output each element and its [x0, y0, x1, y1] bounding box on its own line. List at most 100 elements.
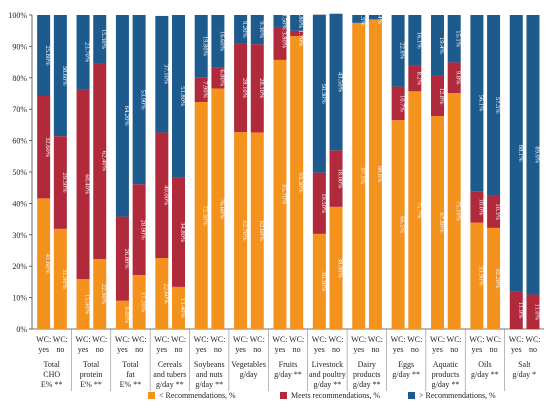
x-bar-label: yes: [511, 345, 522, 354]
bar-value-label: 28.10%: [258, 78, 265, 99]
x-bar-label: no: [332, 345, 340, 354]
bar-value-label: 75.7%: [415, 202, 422, 219]
group-label: g/day: [240, 370, 258, 379]
bar-value-label: 1.4%: [376, 10, 383, 24]
bar-segment: [155, 15, 169, 133]
bar-segment: [234, 132, 248, 329]
x-bar-label: yes: [117, 345, 128, 354]
bar-segment: [470, 15, 484, 192]
bar-value-label: 13.40%: [179, 298, 186, 319]
bar-segment: [37, 96, 51, 199]
bar-value-label: 89.0%: [533, 146, 540, 163]
bar-segment: [250, 15, 264, 45]
bar-value-label: 30.30%: [320, 271, 327, 292]
x-bar-label: WC:: [272, 335, 287, 344]
group-label: Oils: [478, 360, 491, 369]
bar-value-label: 93.30%: [297, 172, 304, 193]
x-bar-label: yes: [78, 345, 89, 354]
bar-value-label: 16.60%: [218, 31, 225, 52]
x-bar-label: WC:: [194, 335, 209, 344]
x-bar-label: WC:: [115, 335, 130, 344]
bar-value-label: 11.9%: [517, 302, 524, 319]
bar-value-label: 62.60%: [258, 221, 265, 242]
bar-segment: [76, 279, 90, 329]
bar-value-label: 26.80%: [123, 249, 130, 270]
bar-segment: [194, 101, 208, 329]
bar-value-label: 66.5%: [399, 216, 406, 233]
group-label: Fruits: [279, 360, 298, 369]
x-bar-label: WC:: [328, 335, 343, 344]
y-tick-label: 20%: [12, 262, 27, 271]
bar-segment: [115, 300, 129, 329]
group-label: Aquatic: [433, 360, 459, 369]
legend-entry: > Recommendations, %: [419, 391, 496, 400]
x-bar-label: no: [175, 345, 183, 354]
group-label: g/day **: [274, 370, 302, 379]
legend-entry: < Recommendations, %: [159, 391, 236, 400]
bar-segment: [155, 132, 169, 259]
bar-segment: [368, 15, 382, 20]
bar-segment: [509, 291, 523, 329]
bar-value-label: 64.20%: [123, 106, 130, 127]
bar-value-label: 33.90%: [477, 266, 484, 287]
group-label: and poultry: [309, 370, 346, 379]
bar-segment: [431, 75, 445, 117]
bar-segment: [211, 67, 225, 89]
x-bar-label: no: [293, 345, 301, 354]
x-bar-label: WC:: [509, 335, 524, 344]
x-bar-label: WC:: [132, 335, 147, 344]
bar-segment: [155, 258, 169, 329]
bar-segment: [93, 15, 107, 64]
bar-value-label: 22.8%: [399, 42, 406, 59]
bar-value-label: 28.90%: [140, 220, 147, 241]
bar-segment: [211, 15, 225, 68]
bar-value-label: 32.20%: [494, 268, 501, 289]
y-tick-label: 30%: [12, 231, 27, 240]
group-label: Total: [83, 360, 100, 369]
bar-value-label: 7.90%: [202, 81, 209, 98]
bar-segment: [273, 59, 287, 329]
x-bar-label: no: [371, 345, 379, 354]
bar-value-label: 19.80%: [202, 36, 209, 57]
group-label: g/day **: [195, 380, 223, 389]
bar-segment: [194, 15, 208, 78]
bar-segment: [290, 36, 304, 330]
x-bar-label: WC:: [233, 335, 248, 344]
bar-value-label: 62.40%: [100, 151, 107, 172]
bar-segment: [526, 15, 540, 295]
bar-value-label: 88.1%: [517, 145, 524, 162]
x-bar-label: WC:: [210, 335, 225, 344]
group-label: products: [353, 370, 381, 379]
x-bar-label: WC:: [447, 335, 462, 344]
bar-segment: [93, 258, 107, 329]
group-label: g/day **: [392, 370, 420, 379]
group-label: g/day *: [512, 370, 536, 379]
bar-value-label: 15.30%: [100, 29, 107, 50]
bar-value-label: 12.8%: [438, 88, 445, 105]
y-tick-label: 50%: [12, 168, 27, 177]
legend-entry: Meets recommendations, %: [291, 391, 380, 400]
x-bar-label: WC:: [351, 335, 366, 344]
bar-value-label: 10.0%: [477, 198, 484, 215]
group-label: and nuts: [196, 370, 223, 379]
bar-value-label: 15.90%: [84, 294, 91, 315]
bar-value-label: 60.40%: [84, 174, 91, 195]
x-bar-label: WC:: [312, 335, 327, 344]
bar-segment: [273, 26, 287, 60]
bar-segment: [132, 274, 146, 329]
bar-segment: [352, 15, 366, 23]
bar-segment: [290, 15, 304, 31]
bar-value-label: 53.90%: [140, 90, 147, 111]
bar-segment: [391, 15, 405, 87]
bar-value-label: 2.5%: [359, 12, 366, 26]
bar-segment: [93, 63, 107, 259]
x-bar-label: yes: [196, 345, 207, 354]
x-bar-label: WC:: [75, 335, 90, 344]
y-tick-label: 40%: [12, 199, 27, 208]
bar-value-label: 75.10%: [455, 201, 462, 222]
bar-segment: [250, 132, 264, 329]
bar-callout-label: 10.50% 3.80%: [280, 10, 287, 49]
bar-segment: [53, 136, 67, 229]
group-label: Salt: [518, 360, 531, 369]
x-bar-label: yes: [393, 345, 404, 354]
